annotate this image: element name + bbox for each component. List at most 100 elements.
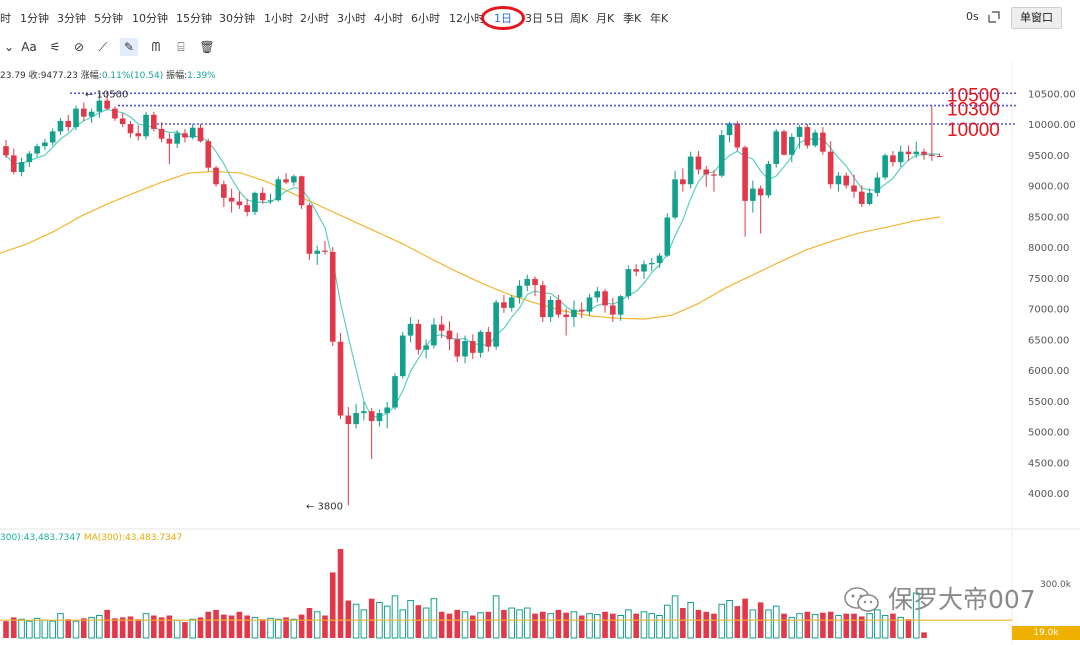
- volume-bar: [485, 611, 492, 638]
- tf-item-active[interactable]: 1日: [494, 12, 512, 25]
- volume-bar: [532, 613, 538, 638]
- candle-body: [594, 291, 601, 298]
- tf-item[interactable]: 2小时: [300, 12, 329, 25]
- y-tick-label: 5000.00: [1028, 428, 1069, 439]
- volume-bar: [166, 615, 173, 638]
- volume-bar: [298, 614, 305, 638]
- candle-body: [291, 176, 297, 183]
- ohlc-info-line: 23.79 收:9477.23 涨幅:0.11%(10.54) 振幅:1.39%: [0, 68, 216, 81]
- volume-bar: [228, 615, 235, 638]
- volume-bar: [446, 613, 453, 638]
- volume-bar: [811, 614, 819, 639]
- volume-bar: [570, 611, 578, 639]
- candle-body: [648, 262, 655, 265]
- candle-body: [921, 151, 927, 155]
- tf-item[interactable]: 1小时: [264, 12, 293, 25]
- volume-bar: [415, 605, 422, 638]
- volume-bar: [41, 619, 49, 639]
- volume-bar: [640, 611, 648, 639]
- volume-bar: [197, 617, 204, 638]
- volume-bar: [33, 617, 41, 639]
- candle-body: [555, 299, 562, 315]
- volume-ma-a: 300):43,483.7347: [0, 533, 81, 543]
- window-mode-button[interactable]: 单窗口: [1011, 7, 1062, 29]
- volume-bar: [866, 613, 873, 639]
- volume-bar: [516, 609, 523, 639]
- candle-body: [897, 151, 904, 163]
- y-tick-label: 6500.00: [1028, 335, 1069, 346]
- volume-bar: [671, 595, 679, 639]
- candle-body: [532, 278, 538, 286]
- candle-body: [438, 324, 445, 331]
- tf-item[interactable]: 月K: [596, 12, 615, 25]
- tf-item[interactable]: 年K: [650, 12, 669, 25]
- lock-icon[interactable]: ⌸: [177, 39, 185, 54]
- candle-body: [610, 305, 616, 315]
- ma-short-line: [5, 108, 940, 418]
- candle-body: [516, 285, 523, 298]
- candle-body: [563, 314, 569, 318]
- tf-item[interactable]: 5日: [546, 12, 564, 25]
- tf-item[interactable]: 3小时: [337, 12, 366, 25]
- pattern-tool-icon[interactable]: ᗰ: [151, 39, 161, 54]
- brush-tool-icon[interactable]: ✎: [120, 38, 138, 56]
- tf-item[interactable]: 时: [0, 12, 11, 25]
- candle-body: [936, 155, 943, 157]
- volume-bar: [617, 615, 624, 639]
- volume-bar: [329, 572, 336, 638]
- tf-item[interactable]: 季K: [623, 12, 642, 25]
- volume-bar: [820, 612, 826, 638]
- close-label: 收:: [28, 71, 41, 81]
- tf-item[interactable]: 3日: [525, 12, 543, 25]
- trash-icon[interactable]: 🗑: [199, 40, 215, 54]
- candle-body: [633, 269, 639, 272]
- candle-body: [508, 297, 515, 308]
- volume-bar: [501, 609, 507, 638]
- candle-body: [796, 127, 803, 137]
- magic-line-icon[interactable]: ⚟: [49, 40, 61, 54]
- volume-bar: [788, 616, 796, 639]
- volume-bar: [182, 622, 188, 638]
- candle-body: [726, 123, 733, 136]
- volume-bar: [851, 613, 857, 638]
- chevron-down-icon[interactable]: ⌄: [3, 40, 15, 54]
- fullscreen-icon[interactable]: [987, 10, 1001, 24]
- volume-bar: [593, 614, 601, 639]
- volume-bar: [322, 615, 328, 638]
- tf-item[interactable]: 6小时: [411, 12, 440, 25]
- volume-axis-label: 300.0k: [1040, 580, 1071, 590]
- candle-body: [913, 151, 920, 155]
- tf-item[interactable]: 3分钟: [57, 12, 86, 25]
- tf-item[interactable]: 10分钟: [132, 12, 168, 25]
- candle-body: [353, 413, 359, 425]
- tf-item[interactable]: 4小时: [374, 12, 403, 25]
- candle-body: [765, 163, 772, 196]
- volume-bar: [540, 611, 546, 638]
- volume-last-value-tag: 19.0k: [1012, 626, 1080, 640]
- wechat-logo-icon: [844, 587, 879, 612]
- volume-bar: [3, 621, 9, 638]
- tf-item[interactable]: 12小时: [449, 12, 485, 25]
- ruler-icon[interactable]: ⟋: [98, 39, 108, 54]
- candle-body: [10, 155, 17, 172]
- volume-bar: [897, 616, 905, 639]
- tf-item[interactable]: 5分钟: [94, 12, 123, 25]
- candle-body: [415, 323, 422, 350]
- volume-bar: [383, 605, 391, 639]
- candle-body: [407, 323, 414, 336]
- text-tool-icon[interactable]: Aa: [21, 40, 37, 54]
- tf-item[interactable]: 30分钟: [219, 12, 255, 25]
- y-tick-label: 10000.00: [1028, 120, 1076, 131]
- y-tick-label: 7500.00: [1028, 274, 1069, 285]
- candle-body: [757, 188, 764, 196]
- eraser-icon[interactable]: ⊘: [73, 40, 85, 54]
- volume-bar: [104, 609, 110, 638]
- tf-item[interactable]: 周K: [570, 12, 589, 25]
- volume-bar: [742, 598, 748, 638]
- tf-item[interactable]: 15分钟: [176, 12, 212, 25]
- volume-bar: [283, 617, 289, 638]
- tf-item[interactable]: 1分钟: [20, 12, 49, 25]
- countdown-text: 0s: [966, 10, 979, 23]
- y-tick-label: 6000.00: [1028, 366, 1069, 377]
